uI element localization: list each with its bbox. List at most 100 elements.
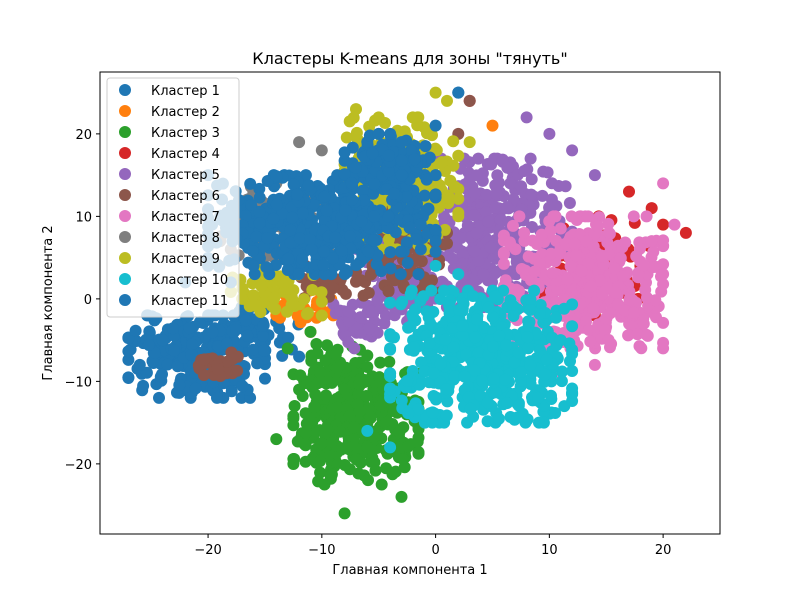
data-point bbox=[426, 416, 439, 429]
data-point bbox=[549, 407, 562, 419]
data-point bbox=[366, 147, 379, 160]
data-point bbox=[558, 302, 571, 315]
data-point bbox=[306, 381, 319, 394]
data-point bbox=[299, 169, 312, 182]
legend-label: Кластер 5 bbox=[151, 168, 220, 183]
data-point bbox=[270, 433, 283, 446]
data-point bbox=[338, 383, 351, 396]
data-point bbox=[587, 302, 600, 315]
data-point bbox=[284, 224, 297, 237]
data-point bbox=[320, 389, 332, 402]
data-point bbox=[525, 188, 538, 201]
data-point bbox=[345, 177, 358, 190]
data-point bbox=[368, 210, 381, 223]
data-point bbox=[452, 149, 465, 162]
data-point bbox=[253, 182, 266, 195]
data-point bbox=[133, 358, 146, 371]
legend-label: Кластер 7 bbox=[151, 210, 220, 225]
data-point bbox=[522, 342, 535, 355]
data-point bbox=[429, 188, 442, 201]
data-point bbox=[374, 399, 387, 412]
data-point bbox=[588, 169, 601, 182]
data-point bbox=[318, 427, 331, 440]
data-point bbox=[198, 353, 211, 366]
data-point bbox=[314, 366, 327, 379]
data-point bbox=[395, 169, 408, 182]
data-point bbox=[469, 331, 482, 344]
data-point bbox=[637, 317, 650, 330]
data-point bbox=[400, 190, 413, 203]
legend-marker bbox=[119, 147, 131, 159]
data-point bbox=[418, 189, 431, 202]
data-point bbox=[507, 310, 520, 322]
data-point bbox=[346, 193, 359, 206]
data-point bbox=[384, 127, 397, 140]
data-point bbox=[468, 364, 481, 377]
data-point bbox=[395, 490, 408, 503]
data-point bbox=[593, 274, 606, 287]
data-point bbox=[221, 355, 234, 368]
data-point bbox=[564, 260, 577, 273]
data-point bbox=[429, 235, 442, 248]
data-point bbox=[633, 242, 646, 255]
data-point bbox=[412, 268, 425, 281]
data-point bbox=[540, 353, 553, 366]
data-point bbox=[253, 205, 266, 218]
data-point bbox=[401, 375, 414, 387]
data-point bbox=[339, 204, 352, 217]
data-point bbox=[394, 298, 407, 311]
data-point bbox=[403, 221, 416, 234]
data-point bbox=[470, 227, 483, 240]
data-point bbox=[559, 237, 572, 250]
data-point bbox=[140, 366, 153, 379]
data-point bbox=[478, 321, 490, 334]
data-point bbox=[156, 334, 169, 347]
data-point bbox=[414, 243, 427, 256]
data-point bbox=[456, 329, 469, 342]
data-point bbox=[461, 219, 474, 232]
legend-marker bbox=[119, 252, 131, 264]
data-point bbox=[497, 257, 510, 270]
legend-label: Кластер 2 bbox=[151, 105, 220, 120]
data-point bbox=[325, 468, 338, 481]
legend-marker bbox=[119, 273, 131, 285]
data-point bbox=[411, 435, 424, 448]
data-point bbox=[247, 259, 260, 272]
legend-marker bbox=[119, 189, 131, 201]
data-point bbox=[282, 331, 295, 344]
data-point bbox=[448, 370, 461, 383]
data-point bbox=[627, 210, 640, 223]
data-point bbox=[619, 236, 632, 249]
data-point bbox=[394, 268, 407, 281]
data-point bbox=[364, 412, 377, 425]
data-point bbox=[532, 391, 544, 404]
data-point bbox=[239, 314, 252, 327]
data-point bbox=[189, 382, 202, 395]
legend-label: Кластер 11 bbox=[151, 294, 228, 309]
data-point bbox=[570, 214, 583, 226]
data-point bbox=[359, 375, 372, 388]
data-point bbox=[481, 415, 494, 428]
data-point bbox=[281, 342, 294, 355]
data-point bbox=[404, 288, 417, 301]
data-point bbox=[350, 103, 362, 116]
data-point bbox=[384, 246, 397, 259]
data-point bbox=[246, 245, 259, 258]
data-point bbox=[250, 230, 263, 243]
data-point bbox=[423, 151, 436, 164]
legend-label: Кластер 6 bbox=[151, 189, 220, 204]
data-point bbox=[528, 265, 541, 278]
data-point bbox=[524, 304, 537, 316]
data-point bbox=[344, 230, 357, 243]
data-point bbox=[268, 291, 281, 304]
data-point bbox=[582, 210, 595, 223]
data-point bbox=[554, 222, 567, 235]
data-point bbox=[592, 220, 604, 233]
data-point bbox=[384, 367, 397, 380]
data-point bbox=[404, 320, 417, 333]
data-point bbox=[518, 226, 531, 239]
data-point bbox=[362, 286, 375, 299]
data-point bbox=[375, 478, 388, 491]
data-point bbox=[168, 344, 180, 357]
data-point bbox=[382, 285, 395, 298]
